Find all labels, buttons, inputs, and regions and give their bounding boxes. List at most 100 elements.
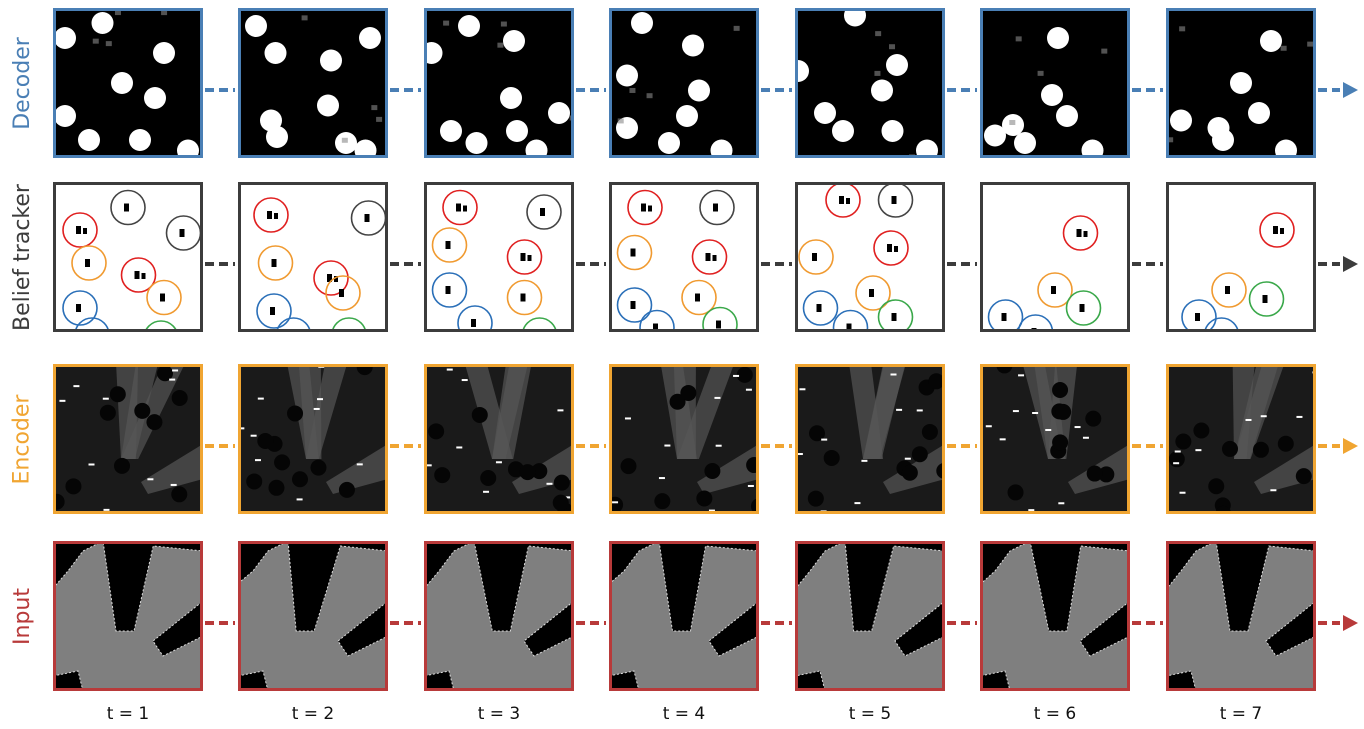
- encoder-beam: [697, 444, 759, 494]
- decoder-noise: [629, 87, 636, 93]
- encoder-mark: [88, 463, 95, 466]
- belief-mark: [812, 253, 817, 261]
- encoder-blob: [911, 446, 928, 463]
- encoder-blob: [257, 432, 274, 449]
- belief-circle: [855, 275, 891, 311]
- decoder-dot: [264, 42, 287, 64]
- encoder-mark: [147, 478, 154, 481]
- belief-mark: [846, 323, 852, 332]
- encoder-mark: [1058, 502, 1065, 505]
- encoder-blob: [1221, 440, 1238, 457]
- belief-background: [609, 182, 759, 332]
- decoder-dot: [1230, 72, 1252, 94]
- encoder-blob: [531, 463, 548, 480]
- panel-0-2: [424, 8, 574, 158]
- encoder-mark: [316, 398, 323, 401]
- encoder-beam: [121, 364, 185, 459]
- encoder-blob: [1193, 422, 1210, 439]
- belief-mark: [705, 253, 711, 261]
- belief-circle: [1065, 290, 1102, 326]
- belief-circle: [526, 194, 562, 230]
- belief-circle: [253, 197, 289, 233]
- belief-mark: [1195, 313, 1200, 321]
- encoder-blob: [1252, 441, 1269, 458]
- belief-circle: [120, 257, 157, 293]
- encoder-mark: [313, 407, 320, 410]
- belief-circle: [681, 279, 717, 316]
- time-label-6: t = 6: [1033, 704, 1077, 724]
- belief-mark: [134, 271, 140, 279]
- panel-1-6: [1166, 182, 1316, 332]
- encoder-blob: [552, 494, 569, 511]
- decoder-dot: [676, 105, 698, 127]
- encoder-mark: [73, 385, 80, 388]
- decoder-dot: [458, 15, 480, 37]
- input-free-space: [795, 541, 945, 691]
- belief-mark: [535, 331, 541, 332]
- encoder-mark: [1045, 429, 1052, 432]
- decoder-dot: [129, 129, 151, 151]
- encoder-arrowhead: [1343, 438, 1358, 454]
- decoder-dot: [658, 132, 680, 154]
- encoder-blob: [928, 373, 945, 390]
- encoder-blob: [654, 493, 671, 510]
- belief-circle: [616, 234, 653, 271]
- input-frame-border: [795, 541, 945, 691]
- belief-circle: [616, 287, 653, 323]
- belief-mark: [869, 289, 874, 297]
- encoder-blob: [519, 464, 536, 481]
- belief-circle: [832, 309, 869, 332]
- encoder-blob: [736, 366, 753, 383]
- panel-0-0: [53, 8, 203, 158]
- decoder-arrowhead: [1343, 82, 1358, 98]
- encoder-blob: [609, 496, 624, 513]
- encoder-blob: [696, 490, 713, 507]
- encoder-blob: [704, 463, 721, 480]
- belief-circle: [987, 299, 1024, 332]
- belief-mark: [1083, 231, 1088, 237]
- belief-background: [980, 182, 1130, 332]
- panel-2-3: [609, 364, 759, 514]
- belief-mark: [1262, 295, 1268, 303]
- decoder-frame-border: [1166, 8, 1316, 158]
- belief-circle: [325, 275, 361, 311]
- belief-mark: [141, 273, 146, 279]
- encoder-mark: [714, 396, 721, 399]
- decoder-dot: [153, 42, 175, 64]
- encoder-beam: [1234, 364, 1285, 459]
- panel-1-1: [238, 182, 388, 332]
- decoder-dot: [1047, 27, 1069, 49]
- belief-mark: [1001, 313, 1007, 321]
- decoder-noise: [500, 21, 507, 27]
- encoder-mark: [1028, 509, 1035, 512]
- belief-mark: [76, 226, 81, 234]
- encoder-mark: [745, 388, 752, 391]
- panel-2-2: [424, 364, 574, 514]
- belief-mark: [894, 246, 898, 252]
- decoder-dot: [78, 129, 100, 151]
- encoder-mark: [461, 379, 468, 382]
- encoder-blob: [1052, 434, 1069, 451]
- belief-circle: [74, 317, 110, 332]
- encoder-blob: [480, 470, 497, 487]
- decoder-noise: [497, 42, 504, 48]
- encoder-mark: [916, 409, 923, 412]
- encoder-mark: [1032, 412, 1039, 415]
- encoder-blob: [434, 467, 451, 484]
- decoder-dot: [335, 132, 357, 154]
- belief-mark: [816, 304, 822, 312]
- encoder-mark: [169, 378, 176, 381]
- belief-mark: [274, 213, 278, 219]
- belief-circle: [62, 212, 98, 248]
- encoder-mark: [1270, 489, 1277, 492]
- belief-mark: [1225, 286, 1230, 294]
- encoder-mark: [356, 463, 363, 466]
- encoder-mark: [1245, 418, 1252, 421]
- decoder-noise: [105, 41, 112, 47]
- belief-mark: [445, 241, 451, 249]
- belief-circle: [702, 306, 738, 332]
- belief-circle: [798, 239, 834, 275]
- panel-3-5: [980, 541, 1130, 691]
- decoder-noise: [646, 93, 653, 99]
